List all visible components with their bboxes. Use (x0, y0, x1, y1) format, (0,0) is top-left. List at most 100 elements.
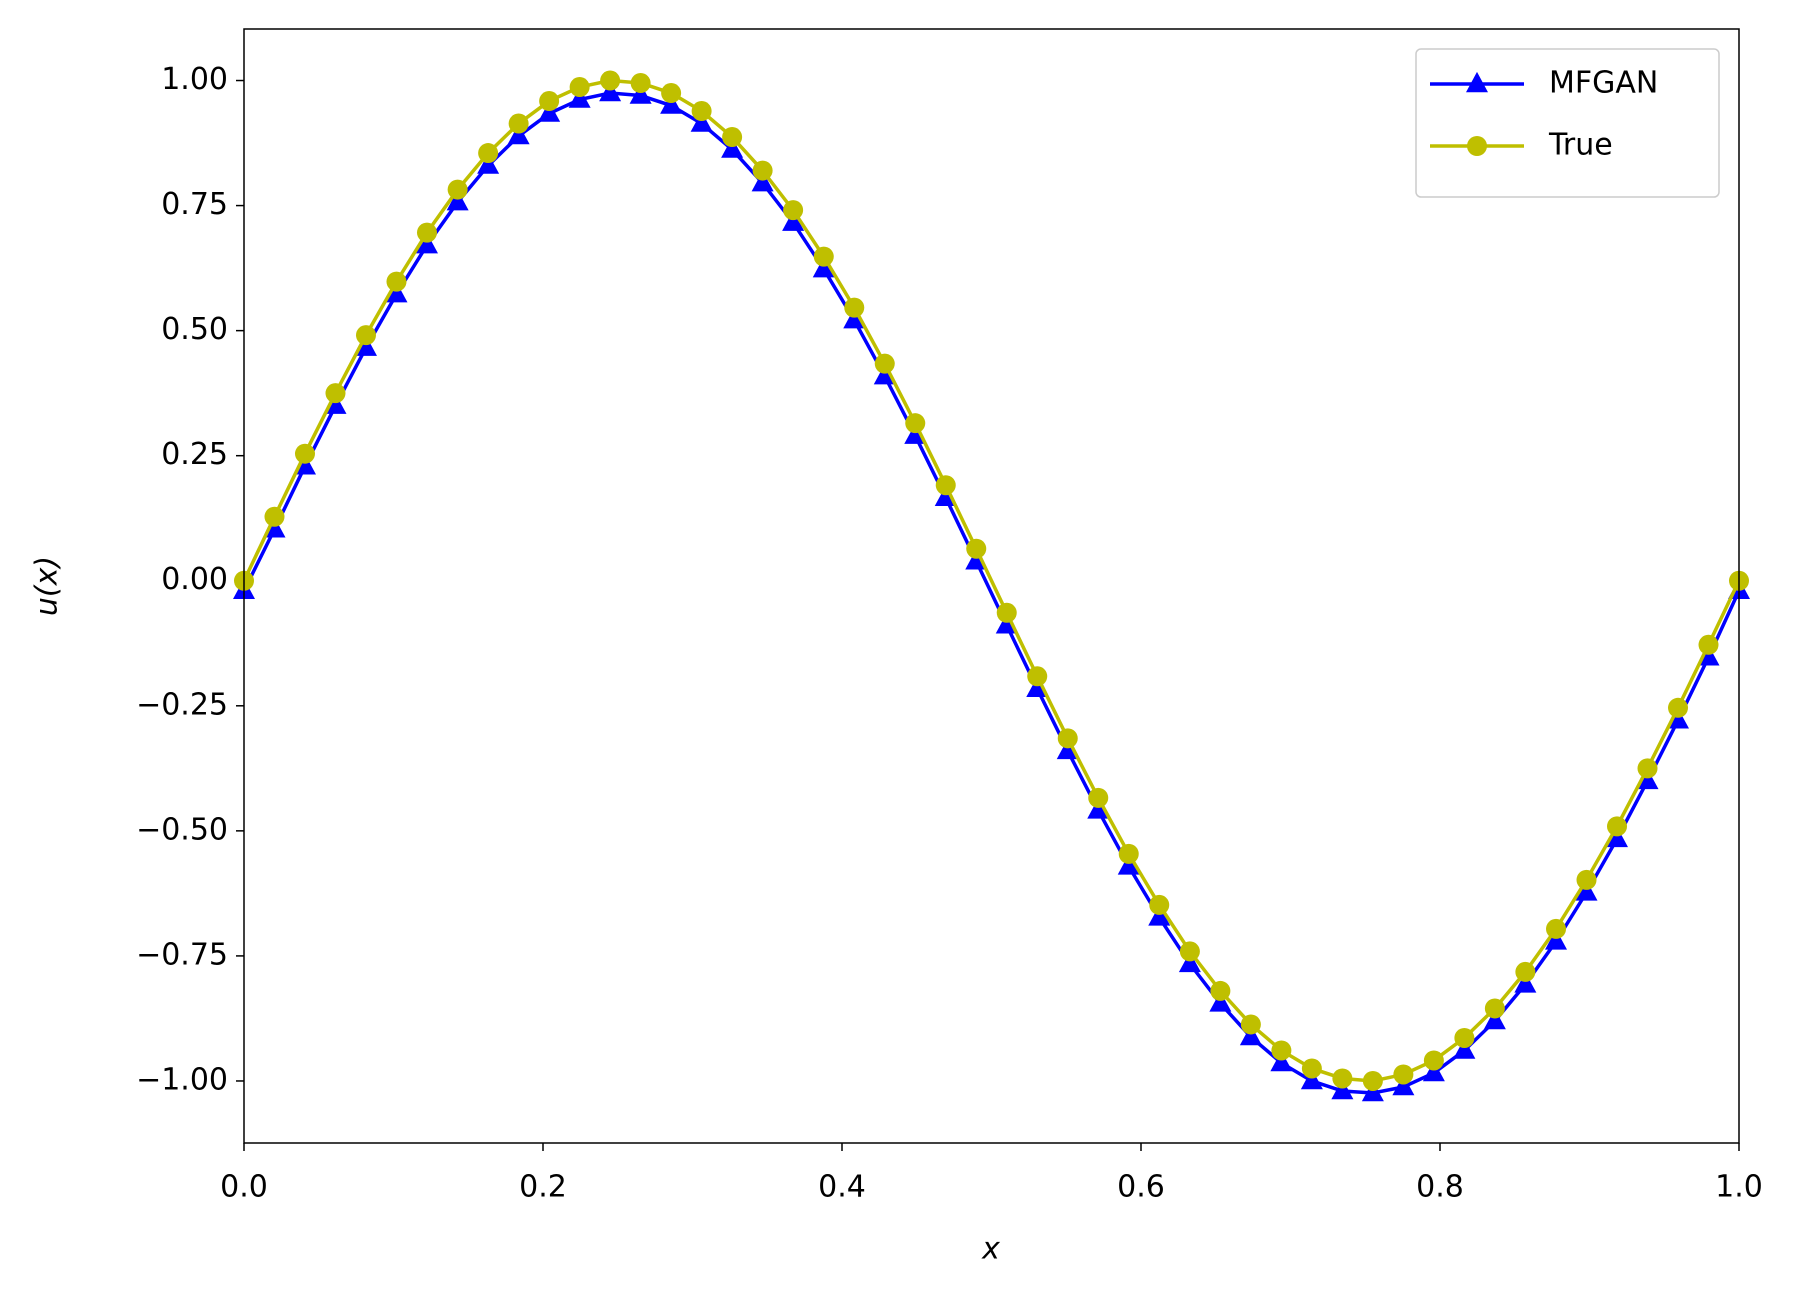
point (752, 160, 773, 181)
point (1423, 1050, 1444, 1071)
point (1270, 1050, 1293, 1072)
y-tick-label: 0.75 (161, 187, 228, 222)
point (415, 232, 438, 254)
point (539, 91, 560, 112)
point (263, 517, 286, 538)
y-tick-label: −1.00 (136, 1062, 228, 1097)
point (1576, 869, 1597, 890)
point (1515, 961, 1536, 982)
point (293, 454, 316, 475)
point (1148, 905, 1171, 926)
point (661, 83, 682, 104)
point (874, 353, 895, 374)
x-tick-label: 0.2 (519, 1170, 567, 1205)
point (264, 506, 285, 527)
point (1056, 738, 1079, 760)
point (538, 101, 561, 122)
x-axis-label: x (981, 1232, 1000, 1267)
point (629, 83, 652, 104)
y-tick-label: 1.00 (161, 62, 228, 97)
point (995, 613, 1018, 634)
y-tick-label: −0.25 (136, 687, 228, 722)
point (1149, 894, 1170, 915)
point (721, 137, 744, 158)
point (508, 113, 529, 134)
point (1545, 929, 1568, 950)
y-tick-label: 0.25 (161, 437, 228, 472)
point (1697, 645, 1720, 666)
point (1454, 1027, 1475, 1048)
x-tick-label: 0.4 (818, 1170, 866, 1205)
legend-box (1415, 48, 1720, 198)
legend-label: MFGAN (1549, 66, 1658, 101)
point (1210, 980, 1231, 1001)
y-tick-label: 0.50 (161, 312, 228, 347)
point (1484, 998, 1505, 1019)
point (934, 485, 957, 506)
point (1607, 816, 1628, 837)
point (294, 443, 315, 464)
point (813, 246, 834, 267)
point (385, 282, 408, 303)
plot-frame (243, 28, 1740, 1144)
point (600, 70, 621, 91)
point (965, 549, 988, 570)
point (751, 170, 774, 192)
point (477, 153, 500, 174)
point (478, 143, 499, 164)
point (1514, 972, 1537, 993)
x-tick-label: 0.8 (1416, 1170, 1464, 1205)
point (690, 111, 713, 132)
point (660, 93, 683, 114)
point (1332, 1068, 1353, 1089)
point (1392, 1074, 1415, 1096)
point (1057, 728, 1078, 749)
point (1026, 676, 1049, 698)
point (354, 335, 377, 356)
point (843, 308, 866, 329)
point (1209, 991, 1232, 1012)
point (1361, 1080, 1384, 1102)
y-tick-label: 0.00 (161, 562, 228, 597)
point (1698, 634, 1719, 655)
point (1453, 1038, 1476, 1059)
legend-label: True (1548, 128, 1613, 163)
point (966, 538, 987, 559)
point (1668, 697, 1689, 718)
point (1087, 798, 1110, 819)
point (844, 297, 865, 318)
point (722, 127, 743, 148)
point (1393, 1064, 1414, 1085)
point (873, 364, 896, 385)
point (386, 271, 407, 292)
point (1636, 768, 1659, 790)
point (1667, 708, 1690, 729)
point (1179, 941, 1200, 962)
point (691, 101, 712, 122)
point (599, 80, 622, 102)
point (996, 602, 1017, 623)
point (904, 423, 927, 444)
point (1575, 880, 1598, 901)
x-tick-label: 0.0 (220, 1170, 268, 1205)
point (1331, 1078, 1354, 1100)
series-line (242, 91, 1741, 1095)
series-line (242, 78, 1741, 1083)
x-tick-label: 1.0 (1715, 1170, 1763, 1205)
point (1088, 787, 1109, 808)
y-tick-label: −0.50 (136, 812, 228, 847)
point (1422, 1060, 1445, 1082)
point (1300, 1068, 1323, 1090)
point (935, 475, 956, 496)
legend-marker (1467, 136, 1487, 156)
point (1301, 1058, 1322, 1079)
point (1606, 826, 1629, 848)
x-tick-label: 0.6 (1117, 1170, 1165, 1205)
point (325, 383, 346, 404)
point (1362, 1070, 1383, 1091)
point (1118, 843, 1139, 864)
point (324, 393, 347, 414)
point (812, 257, 835, 278)
point (905, 413, 926, 434)
point (1637, 758, 1658, 779)
